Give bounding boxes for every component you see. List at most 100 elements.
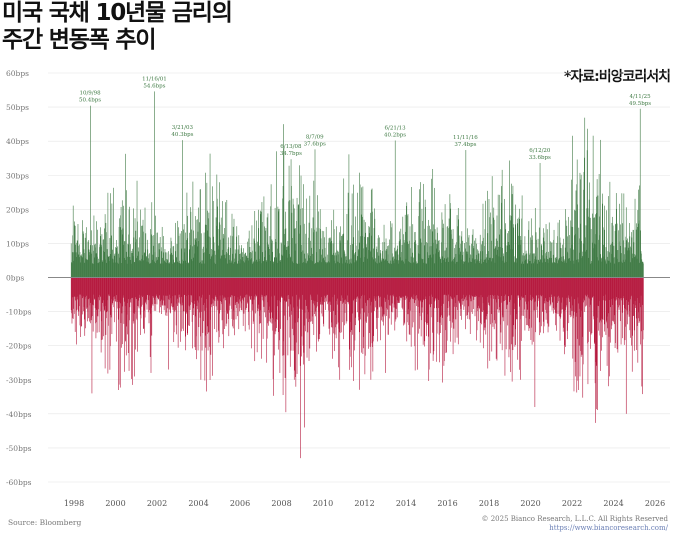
bar-negative [443, 277, 444, 296]
bar-positive [413, 257, 414, 278]
bar-positive [174, 262, 176, 278]
bar-positive [546, 251, 548, 278]
bar-positive [137, 255, 139, 278]
bar-positive [610, 244, 611, 278]
bar-positive [141, 258, 143, 278]
bar-negative [264, 277, 266, 313]
bar-positive [486, 253, 488, 278]
bar-positive [477, 249, 478, 278]
bar-positive [367, 237, 369, 278]
bar-positive [471, 262, 473, 278]
bar-positive [353, 237, 355, 278]
bar-positive [546, 255, 547, 278]
bar-negative [483, 277, 485, 311]
bar-negative [240, 277, 242, 310]
bar-negative [562, 277, 563, 310]
bar-positive [590, 263, 592, 278]
bar-positive [457, 226, 458, 278]
bar-negative [517, 277, 519, 296]
bar-positive [260, 214, 262, 278]
bar-negative [381, 277, 383, 309]
bar-positive [226, 263, 228, 278]
bar-negative [438, 277, 440, 309]
bar-negative [453, 277, 455, 307]
bar-positive [556, 242, 558, 278]
bar-positive [495, 247, 497, 278]
bar-negative [362, 277, 363, 295]
bar-positive [223, 233, 224, 278]
bar-negative [388, 277, 389, 335]
bar-positive [131, 263, 132, 278]
bar-negative [296, 277, 297, 295]
bar-negative [312, 277, 314, 304]
bar-negative [320, 277, 321, 302]
bar-positive [521, 263, 522, 278]
bar-positive [103, 239, 104, 278]
bar-negative [417, 277, 418, 370]
bar-positive [98, 258, 99, 278]
bar-negative [325, 277, 327, 298]
bar-positive [550, 241, 551, 278]
bar-negative [319, 277, 321, 305]
bar-negative [82, 277, 84, 315]
bar-positive [128, 209, 130, 278]
bar-negative [599, 277, 601, 336]
bar-negative [226, 277, 228, 324]
bar-positive [127, 244, 129, 278]
bar-positive [452, 229, 454, 278]
bar-positive [380, 261, 382, 278]
bar-negative [494, 277, 496, 296]
bar-positive [244, 262, 246, 278]
bar-negative [265, 277, 267, 296]
bar-negative [307, 277, 308, 310]
bar-negative [294, 277, 296, 323]
bar-negative [506, 277, 507, 309]
bar-negative [165, 277, 167, 316]
peak-value-label: 40.2bps [384, 132, 406, 138]
bar-positive [196, 219, 198, 278]
bar-positive [297, 263, 298, 278]
bar-positive [332, 243, 334, 278]
bar-positive [592, 213, 593, 278]
bar-positive [209, 236, 210, 278]
bar-negative [627, 277, 628, 325]
bar-negative [462, 277, 464, 302]
bar-positive [283, 233, 285, 278]
bar-negative [631, 277, 633, 372]
bar-negative [553, 277, 554, 314]
y-tick-label: 40bps [6, 137, 29, 146]
bar-positive [118, 226, 120, 278]
bar-positive [321, 254, 323, 278]
bar-positive [280, 242, 282, 278]
bar-positive [329, 242, 331, 278]
bar-positive [397, 254, 399, 278]
copyright-url[interactable]: https://www.biancoresearch.com/ [549, 524, 668, 532]
bar-positive [233, 263, 234, 278]
bar-negative [200, 277, 202, 380]
bar-negative [389, 277, 390, 306]
bar-negative [480, 277, 481, 323]
bar-negative [303, 277, 305, 353]
bar-positive [635, 256, 637, 278]
bar-positive [274, 257, 275, 278]
bar-positive [319, 260, 320, 278]
bar-positive [106, 249, 108, 278]
bar-negative [359, 277, 361, 299]
bar-negative [175, 277, 176, 310]
bar-negative [528, 277, 529, 327]
bar-positive [224, 254, 226, 278]
bar-positive [334, 260, 336, 278]
bar-negative [181, 277, 183, 329]
bar-positive [424, 245, 425, 278]
bar-positive [446, 258, 447, 278]
bar-positive [286, 249, 287, 278]
bar-negative [280, 277, 281, 329]
bar-negative [274, 277, 276, 335]
bar-positive [270, 184, 272, 278]
bar-negative [179, 277, 181, 298]
bar-negative [623, 277, 625, 345]
bar-negative [495, 277, 496, 324]
bar-negative [461, 277, 462, 320]
bar-positive [147, 249, 149, 278]
